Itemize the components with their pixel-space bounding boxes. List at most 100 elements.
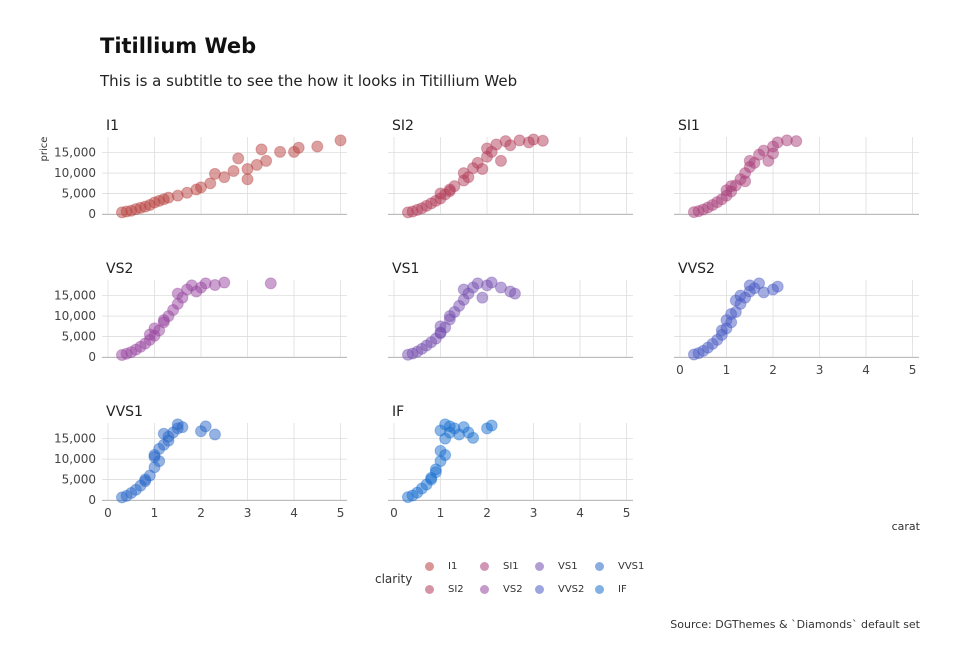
legend-label: VVS2 — [558, 584, 585, 595]
data-point — [476, 291, 489, 304]
data-point — [292, 141, 305, 154]
data-point — [143, 328, 156, 341]
facet-panel-vvs1: VVS1 0 5,000 10,000 15,000 0 1 2 3 4 5 — [54, 404, 347, 520]
x-tick-label: 0 — [104, 506, 112, 520]
facet-panel-vs1: VS1 — [388, 261, 633, 361]
y-tick-label: 0 — [88, 207, 96, 221]
data-point — [139, 473, 152, 486]
legend-label: I1 — [448, 561, 458, 572]
legend-swatch — [535, 584, 544, 594]
data-point — [148, 449, 161, 462]
facet-panel-i1: I1 0 5,000 10,000 15,000 — [54, 118, 347, 221]
legend-label: SI2 — [448, 584, 464, 595]
x-tick-label: 1 — [437, 506, 445, 520]
chart-title: Titillium Web — [100, 34, 257, 58]
data-point — [476, 163, 489, 176]
legend-item-vs2: VS2 — [480, 584, 523, 595]
x-tick-label: 5 — [623, 506, 631, 520]
legend-label: SI1 — [503, 561, 519, 572]
x-tick-label: 3 — [244, 506, 252, 520]
chart-subtitle: This is a subtitle to see the how it loo… — [100, 72, 518, 90]
data-point — [771, 280, 784, 293]
facet-label: VVS2 — [678, 261, 715, 277]
y-tick-label: 10,000 — [54, 166, 96, 180]
data-point — [443, 310, 456, 323]
legend-title: clarity — [375, 572, 413, 586]
data-point — [157, 314, 170, 327]
data-point — [218, 276, 231, 289]
legend-label: VS2 — [503, 584, 523, 595]
data-point — [429, 463, 442, 476]
data-point — [274, 145, 287, 158]
data-point — [762, 154, 775, 167]
data-point — [725, 180, 738, 193]
y-tick-label: 5,000 — [62, 330, 96, 344]
data-point — [439, 449, 452, 462]
data-point — [725, 308, 738, 321]
x-tick-label: 3 — [530, 506, 538, 520]
data-point — [199, 420, 212, 433]
data-point — [232, 152, 245, 165]
data-point — [467, 431, 480, 444]
x-tick-label: 3 — [816, 363, 824, 377]
x-tick-label: 0 — [390, 506, 398, 520]
legend-item-vvs1: VVS1 — [595, 561, 644, 572]
data-point — [462, 171, 475, 184]
data-point — [241, 173, 254, 186]
x-tick-label: 5 — [337, 506, 345, 520]
y-tick-label: 0 — [88, 493, 96, 507]
data-point — [734, 289, 747, 302]
facet-panel-si1: SI1 — [674, 118, 919, 219]
facet-panel-vvs2: VVS2 0 1 2 3 4 5 — [674, 261, 919, 377]
x-tick-label: 1 — [723, 363, 731, 377]
facet-label: SI2 — [392, 118, 414, 134]
data-point — [439, 418, 452, 431]
y-tick-label: 15,000 — [54, 432, 96, 446]
legend-item-i1: I1 — [425, 561, 457, 572]
y-tick-label: 15,000 — [54, 146, 96, 160]
y-tick-label: 10,000 — [54, 452, 96, 466]
y-tick-label: 5,000 — [62, 187, 96, 201]
source-caption: Source: DGThemes & `Diamonds` default se… — [670, 618, 920, 631]
data-point — [195, 181, 208, 194]
data-point — [208, 167, 221, 180]
legend-item-if: IF — [595, 584, 627, 595]
data-point — [334, 134, 347, 147]
facet-label: SI1 — [678, 118, 700, 134]
facet-label: VS2 — [106, 261, 133, 277]
data-point — [504, 139, 517, 152]
data-point — [715, 324, 728, 337]
data-point — [434, 326, 447, 339]
data-point — [264, 277, 277, 290]
data-point — [311, 140, 324, 153]
legend-swatch — [480, 561, 489, 571]
y-tick-label: 15,000 — [54, 289, 96, 303]
x-tick-label: 4 — [576, 506, 584, 520]
x-tick-label: 2 — [483, 506, 491, 520]
data-point — [241, 163, 254, 176]
x-tick-label: 0 — [676, 363, 684, 377]
legend-swatch — [425, 561, 434, 571]
data-point — [227, 165, 240, 178]
x-tick-label: 1 — [151, 506, 159, 520]
data-point — [425, 471, 438, 484]
y-axis-label: price — [39, 137, 50, 162]
data-point — [176, 421, 189, 434]
data-point — [508, 287, 521, 300]
y-tick-label: 5,000 — [62, 473, 96, 487]
data-point — [494, 281, 507, 294]
data-point — [204, 177, 217, 190]
x-tick-label: 2 — [197, 506, 205, 520]
legend-item-si2: SI2 — [425, 584, 464, 595]
data-point — [260, 154, 273, 167]
data-point — [443, 183, 456, 196]
data-point — [485, 276, 498, 289]
facet-label: IF — [392, 404, 404, 420]
data-point — [162, 434, 175, 447]
facet-panel-si2: SI2 — [388, 118, 633, 219]
legend-item-vvs2: VVS2 — [535, 584, 584, 595]
legend-label: IF — [618, 584, 627, 595]
x-axis-label: carat — [891, 520, 920, 533]
data-point — [190, 285, 203, 298]
facet-label: I1 — [106, 118, 119, 134]
